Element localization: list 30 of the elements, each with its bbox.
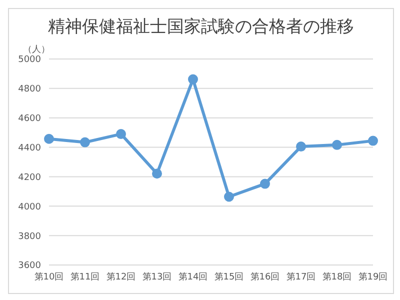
x-tick-label: 第11回 [70, 271, 100, 282]
x-tick-label: 第17回 [286, 271, 316, 282]
chart-title: 精神保健福祉士国家試験の合格者の推移 [47, 16, 355, 39]
point [80, 137, 90, 148]
x-tick-label: 第16回 [250, 271, 280, 282]
y-tick-label: 4800 [18, 84, 42, 95]
point [188, 74, 198, 84]
y-axis-title: （人） [23, 44, 50, 55]
x-tick-label: 第15回 [214, 271, 244, 282]
x-tick-label: 第14回 [178, 271, 208, 282]
y-tick-label: 3600 [18, 261, 42, 272]
y-tick-label: 3800 [18, 232, 42, 242]
y-tick-label: 4600 [18, 114, 42, 124]
y-tick-label: 4200 [18, 172, 42, 183]
point [296, 142, 306, 152]
x-tick-label: 第10回 [34, 271, 64, 282]
point [368, 136, 378, 146]
x-tick-label: 第19回 [358, 271, 388, 282]
point [224, 192, 234, 202]
point [116, 129, 126, 140]
y-tick-label: 5000 [18, 55, 42, 66]
point [260, 178, 270, 189]
x-tick-label: 第18回 [322, 271, 352, 282]
point [332, 140, 342, 150]
x-tick-label: 第12回 [106, 271, 136, 282]
point [152, 168, 162, 179]
y-tick-label: 4400 [18, 143, 42, 154]
y-tick-label: 4000 [18, 202, 42, 212]
point [44, 134, 54, 144]
x-tick-label: 第13回 [142, 271, 172, 282]
